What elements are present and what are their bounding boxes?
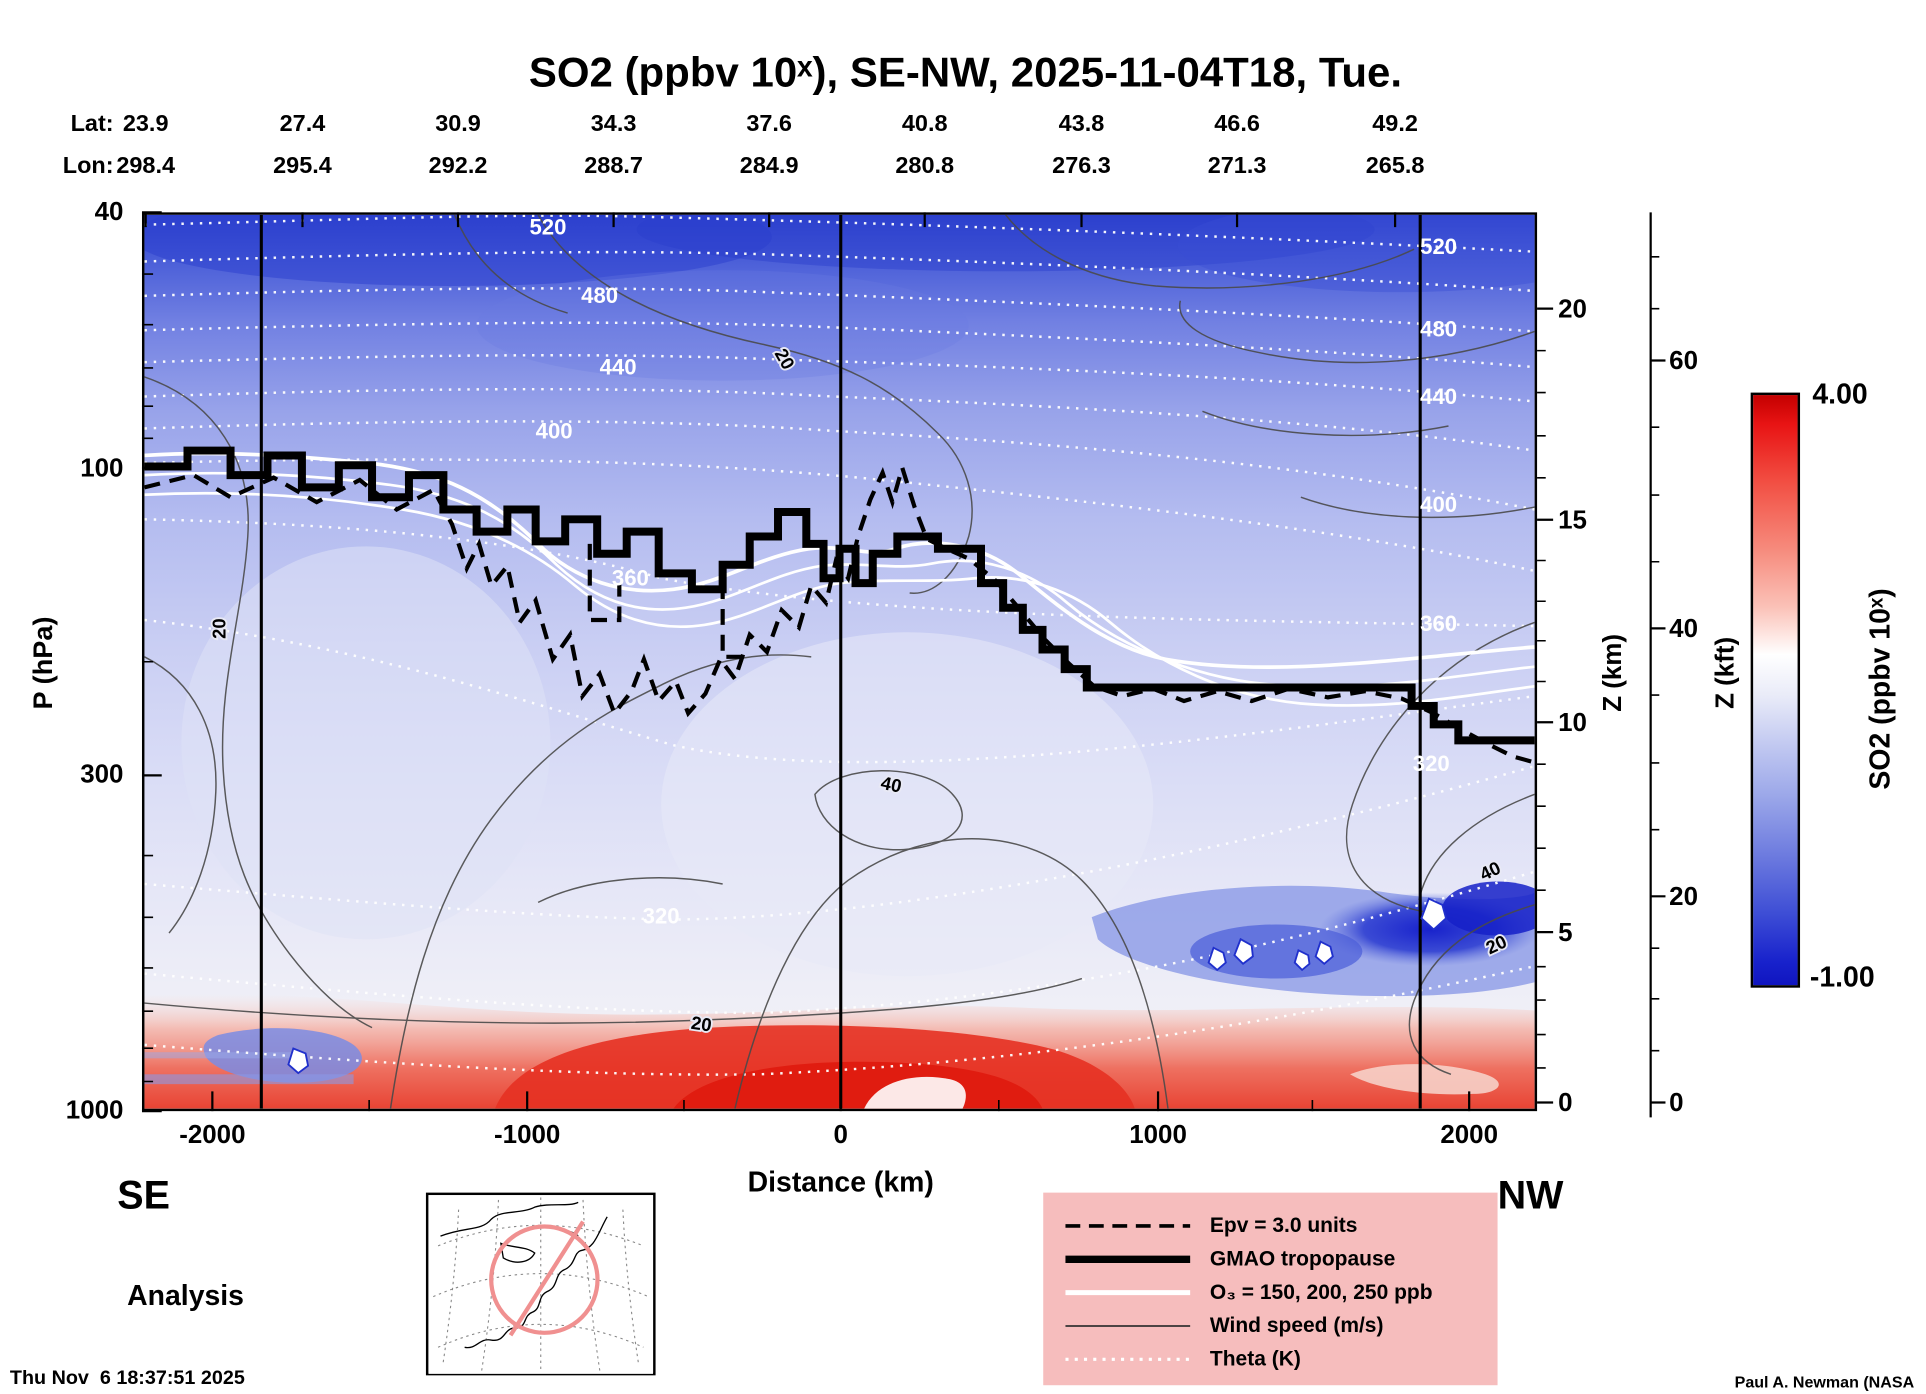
theta-label: 520: [530, 215, 567, 240]
lon-value: 271.3: [1207, 153, 1267, 180]
so2-field: 520 520 480 480 440 440 400 400 360 360 …: [144, 214, 1535, 1109]
lon-value: 280.8: [895, 153, 955, 180]
distance-tick: -2000: [179, 1121, 246, 1150]
page-title: SO2 (ppbv 10ˣ), SE-NW, 2025-11-04T18, Tu…: [528, 49, 1403, 97]
distance-tick: -1000: [494, 1121, 561, 1150]
theta-line-sample: [1065, 1357, 1191, 1361]
lon-value: 284.9: [739, 153, 799, 180]
distance-tick: 1000: [1129, 1121, 1187, 1150]
colorbar-label: SO2 (ppbv 10ˣ): [1863, 588, 1896, 790]
legend-row-wind: Wind speed (m/s): [1063, 1309, 1498, 1342]
lon-value: 265.8: [1365, 153, 1425, 180]
pressure-axis-label: P (hPa): [27, 616, 59, 710]
zkm-tick: 0: [1558, 1088, 1573, 1118]
lon-value: 276.3: [1052, 153, 1111, 180]
lat-value: 43.8: [1058, 111, 1105, 138]
pressure-tick: 40: [94, 197, 124, 226]
epv-line-sample: [1065, 1223, 1191, 1228]
zkft-tick: 40: [1669, 614, 1699, 644]
lat-value: 27.4: [279, 111, 326, 138]
wind-label: 40: [879, 772, 903, 797]
map-inset: [425, 1192, 656, 1376]
lat-value: 49.2: [1372, 111, 1418, 138]
colorbar-min: -1.00: [1809, 960, 1875, 993]
distance-tick: 0: [833, 1121, 848, 1150]
theta-label: 360: [612, 566, 649, 591]
zkm-tick: 15: [1558, 506, 1587, 535]
legend-row-theta: Theta (K): [1063, 1342, 1498, 1375]
zkm-tick: 10: [1558, 708, 1587, 738]
pressure-tick: 100: [80, 454, 124, 483]
zkft-axis-label: Z (kft): [1711, 636, 1740, 709]
lat-axis-label: Lat:: [70, 111, 114, 138]
legend-label-theta: Theta (K): [1209, 1346, 1301, 1370]
colorbar-max: 4.00: [1812, 377, 1868, 410]
theta-label: 520: [1420, 234, 1457, 259]
endpoint-se: SE: [117, 1172, 170, 1218]
theta-label: 480: [581, 283, 618, 308]
lat-value: 23.9: [122, 111, 169, 138]
tropopause-line-sample: [1065, 1254, 1191, 1263]
lat-value: 46.6: [1214, 111, 1260, 138]
legend-row-epv: Epv = 3.0 units: [1063, 1209, 1498, 1242]
lon-axis-label: Lon:: [62, 153, 114, 180]
wind-line-sample: [1065, 1324, 1191, 1327]
colorbar: [1750, 392, 1801, 988]
lat-value: 30.9: [435, 111, 481, 138]
theta-label: 320: [643, 903, 680, 928]
timestamp: Thu Nov 6 18:37:51 2025: [9, 1367, 245, 1389]
wind-label: 20: [209, 618, 230, 638]
zkft-tick: 60: [1669, 346, 1699, 376]
theta-label: 320: [1413, 751, 1450, 776]
lat-value: 37.6: [746, 111, 792, 138]
lat-value: 34.3: [590, 111, 637, 138]
legend-label-epv: Epv = 3.0 units: [1209, 1212, 1358, 1237]
zkft-tick: 0: [1669, 1088, 1684, 1118]
map-inset-graphic: [428, 1195, 654, 1374]
lon-value: 292.2: [428, 153, 488, 180]
map-section-path: [508, 1220, 585, 1337]
legend-row-o3: O₃ = 150, 200, 250 ppb: [1063, 1275, 1498, 1308]
legend-label-wind: Wind speed (m/s): [1209, 1312, 1384, 1337]
zkft-tick: 20: [1669, 882, 1699, 912]
lon-value: 298.4: [116, 153, 176, 180]
zkm-tick: 20: [1558, 295, 1587, 324]
zkm-tick: 5: [1558, 918, 1573, 947]
legend: Epv = 3.0 units GMAO tropopause O₃ = 150…: [1043, 1192, 1498, 1386]
distance-axis-label: Distance (km): [747, 1165, 934, 1198]
o3-line-sample: [1065, 1289, 1191, 1295]
lon-value: 295.4: [273, 153, 332, 180]
lat-value: 40.8: [901, 111, 948, 138]
cross-section-plot: 520 520 480 480 440 440 400 400 360 360 …: [141, 212, 1538, 1112]
legend-label-tropopause: GMAO tropopause: [1209, 1246, 1396, 1270]
analysis-label: Analysis: [127, 1279, 244, 1312]
wind-label: 20: [690, 1012, 713, 1036]
pressure-tick: 300: [80, 760, 124, 789]
lon-value: 288.7: [584, 153, 643, 180]
credit: Paul A. Newman (NASA: [1734, 1372, 1915, 1392]
theta-label: 400: [1420, 492, 1457, 517]
legend-label-o3: O₃ = 150, 200, 250 ppb: [1209, 1279, 1433, 1304]
distance-tick: 2000: [1440, 1121, 1499, 1150]
theta-label: 480: [1420, 316, 1457, 341]
zkm-axis-label: Z (km): [1598, 633, 1628, 712]
theta-label: 440: [600, 354, 637, 379]
map-section-circle: [489, 1224, 600, 1335]
legend-row-tropopause: GMAO tropopause: [1063, 1242, 1498, 1275]
endpoint-nw: NW: [1497, 1172, 1564, 1218]
theta-label: 360: [1420, 611, 1457, 636]
theta-label: 440: [1420, 384, 1457, 409]
theta-label: 400: [536, 418, 573, 443]
pressure-tick: 1000: [65, 1096, 124, 1125]
